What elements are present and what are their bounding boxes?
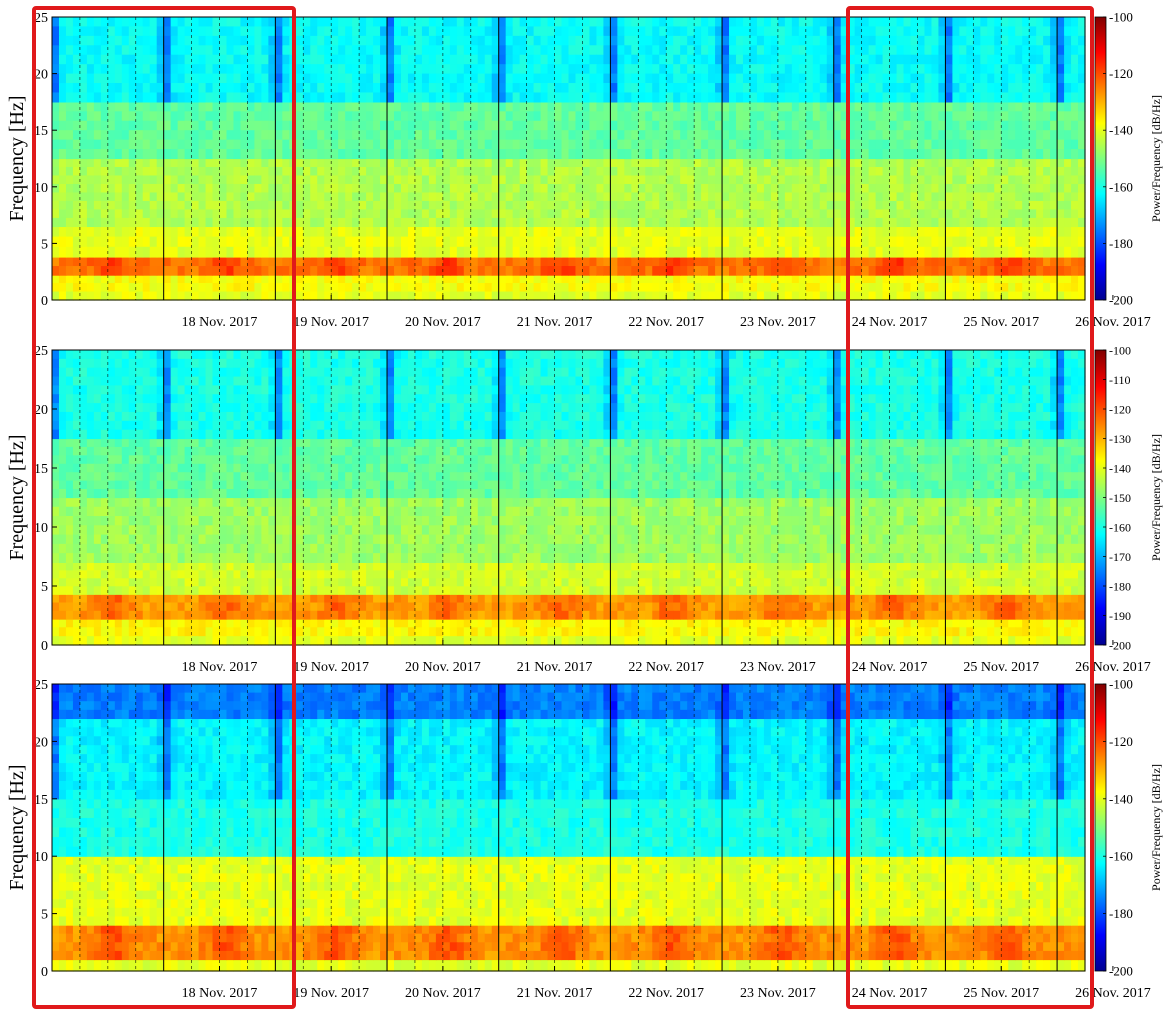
y-tick-label: 20: [34, 68, 48, 83]
x-tick-label: 19 Nov. 2017: [293, 986, 369, 1001]
x-tick-label: 20 Nov. 2017: [405, 315, 481, 330]
colorbar-tick-label: -180: [1109, 580, 1131, 594]
x-tick-label: 21 Nov. 2017: [517, 315, 593, 330]
colorbar-tick-label: -150: [1109, 491, 1131, 505]
y-tick-label: 10: [34, 181, 48, 196]
y-axis: 25 20 15 10 5 0 Frequency [Hz]: [6, 678, 57, 980]
x-tick-label: 25 Nov. 2017: [963, 660, 1039, 675]
colorbar-tick-label: -200: [1109, 964, 1133, 979]
y-tick-label: 20: [34, 735, 48, 750]
colorbar: -100 -120 -140 -160 -180 -200 Power/Frequency …: [1094, 10, 1163, 308]
colorbar: -100 -110 -120 -130 -140 -150 -160 -170 -180 -190…: [1094, 344, 1163, 653]
x-tick-label: 24 Nov. 2017: [852, 315, 928, 330]
colorbar-tick-label: -140: [1109, 462, 1131, 476]
x-tick-label: 22 Nov. 2017: [628, 986, 704, 1001]
y-tick-label: 5: [41, 908, 48, 923]
time-gridlines: [79, 17, 1058, 300]
x-tick-label: 24 Nov. 2017: [852, 986, 928, 1001]
colorbar-label: Power/Frequency [dB/Hz]: [1149, 764, 1163, 891]
plot-frame: [51, 683, 1086, 972]
colorbar-tick-label: -130: [1109, 432, 1131, 446]
x-tick-label: 19 Nov. 2017: [293, 315, 369, 330]
colorbar-tick-label: -120: [1109, 734, 1133, 749]
y-tick-label: 15: [34, 462, 48, 477]
y-tick-label: 25: [34, 11, 48, 26]
y-tick-label: 0: [41, 965, 48, 980]
y-axis: 25 20 15 10 5 0 Frequency [Hz]: [6, 11, 57, 309]
spectrogram-heatmap: [52, 17, 1086, 301]
plot-frame: [51, 349, 1086, 646]
spectrogram-heatmap: [52, 684, 1086, 972]
x-tick-label: 22 Nov. 2017: [628, 315, 704, 330]
y-tick-label: 25: [34, 344, 48, 359]
colorbar-label: Power/Frequency [dB/Hz]: [1149, 434, 1163, 561]
x-tick-label: 23 Nov. 2017: [740, 315, 816, 330]
x-tick-label: 23 Nov. 2017: [740, 660, 816, 675]
x-tick-label: 18 Nov. 2017: [182, 315, 258, 330]
colorbar-tick-label: -200: [1109, 293, 1133, 308]
y-tick-label: 25: [34, 678, 48, 693]
x-tick-label: 24 Nov. 2017: [852, 660, 928, 675]
colorbar-tick-label: -160: [1109, 179, 1133, 194]
colorbar-tick-label: -160: [1109, 521, 1131, 535]
colorbar: -100 -120 -140 -160 -180 -200 Power/Frequency …: [1094, 677, 1163, 979]
spectrogram-panel-2: 25 20 15 10 5 0 Frequency [Hz] 18 Nov. 2017 19 N…: [6, 344, 1163, 676]
y-axis: 25 20 15 10 5 0 Frequency [Hz]: [6, 344, 57, 654]
colorbar-tick-label: -160: [1109, 849, 1133, 864]
x-tick-label: 26 Nov. 2017: [1075, 315, 1151, 330]
y-tick-label: 10: [34, 850, 48, 865]
x-tick-label: 20 Nov. 2017: [405, 660, 481, 675]
colorbar-tick-label: -190: [1109, 609, 1131, 623]
y-tick-label: 5: [41, 237, 48, 252]
y-axis-label: Frequency [Hz]: [6, 434, 28, 560]
highlight-box-2: [846, 6, 1094, 1009]
highlight-box-1: [32, 6, 296, 1009]
x-tick-label: 22 Nov. 2017: [628, 660, 704, 675]
time-gridlines: [79, 350, 1058, 645]
colorbar-tick-label: -110: [1109, 373, 1131, 387]
colorbar-label: Power/Frequency [dB/Hz]: [1149, 95, 1163, 222]
y-tick-label: 20: [34, 403, 48, 418]
x-axis: 18 Nov. 2017 19 Nov. 2017 20 Nov. 2017 21 N…: [182, 640, 1151, 675]
x-tick-label: 19 Nov. 2017: [293, 660, 369, 675]
x-tick-label: 25 Nov. 2017: [963, 986, 1039, 1001]
x-tick-label: 23 Nov. 2017: [740, 986, 816, 1001]
x-tick-label: 18 Nov. 2017: [182, 660, 258, 675]
colorbar-tick-label: -180: [1109, 236, 1133, 251]
spectrogram-panel-3: 25 20 15 10 5 0 Frequency [Hz] 18 Nov. 2017 19 N…: [6, 677, 1163, 1002]
y-tick-label: 0: [41, 639, 48, 654]
spectrogram-panel-1: 25 20 15 10 5 0 Frequency [Hz] 18 Nov. 2017 19 N…: [6, 10, 1163, 331]
x-tick-label: 20 Nov. 2017: [405, 986, 481, 1001]
colorbar-tick-label: -120: [1109, 66, 1133, 81]
x-tick-label: 18 Nov. 2017: [182, 986, 258, 1001]
y-axis-label: Frequency [Hz]: [6, 95, 28, 221]
plot-frame: [51, 16, 1086, 301]
time-gridlines: [79, 684, 1058, 971]
colorbar-tick-label: -180: [1109, 906, 1133, 921]
colorbar-tick-label: -170: [1109, 550, 1131, 564]
x-tick-label: 25 Nov. 2017: [963, 315, 1039, 330]
x-axis: 18 Nov. 2017 19 Nov. 2017 20 Nov. 2017 21 N…: [182, 295, 1151, 330]
colorbar-tick-label: -120: [1109, 403, 1131, 417]
y-tick-label: 10: [34, 521, 48, 536]
y-axis-label: Frequency [Hz]: [6, 764, 28, 890]
colorbar-tick-label: -200: [1109, 639, 1131, 653]
x-tick-label: 21 Nov. 2017: [517, 986, 593, 1001]
y-tick-label: 15: [34, 793, 48, 808]
colorbar-tick-label: -140: [1109, 123, 1133, 138]
y-tick-label: 0: [41, 294, 48, 309]
colorbar-tick-label: -140: [1109, 791, 1133, 806]
y-tick-label: 5: [41, 580, 48, 595]
spectrogram-heatmap: [52, 350, 1086, 646]
colorbar-tick-label: -100: [1109, 677, 1133, 692]
colorbar-tick-label: -100: [1109, 344, 1131, 358]
colorbar-tick-label: -100: [1109, 10, 1133, 25]
x-tick-label: 26 Nov. 2017: [1075, 986, 1151, 1001]
y-tick-label: 15: [34, 124, 48, 139]
x-tick-label: 26 Nov. 2017: [1075, 660, 1151, 675]
x-tick-label: 21 Nov. 2017: [517, 660, 593, 675]
